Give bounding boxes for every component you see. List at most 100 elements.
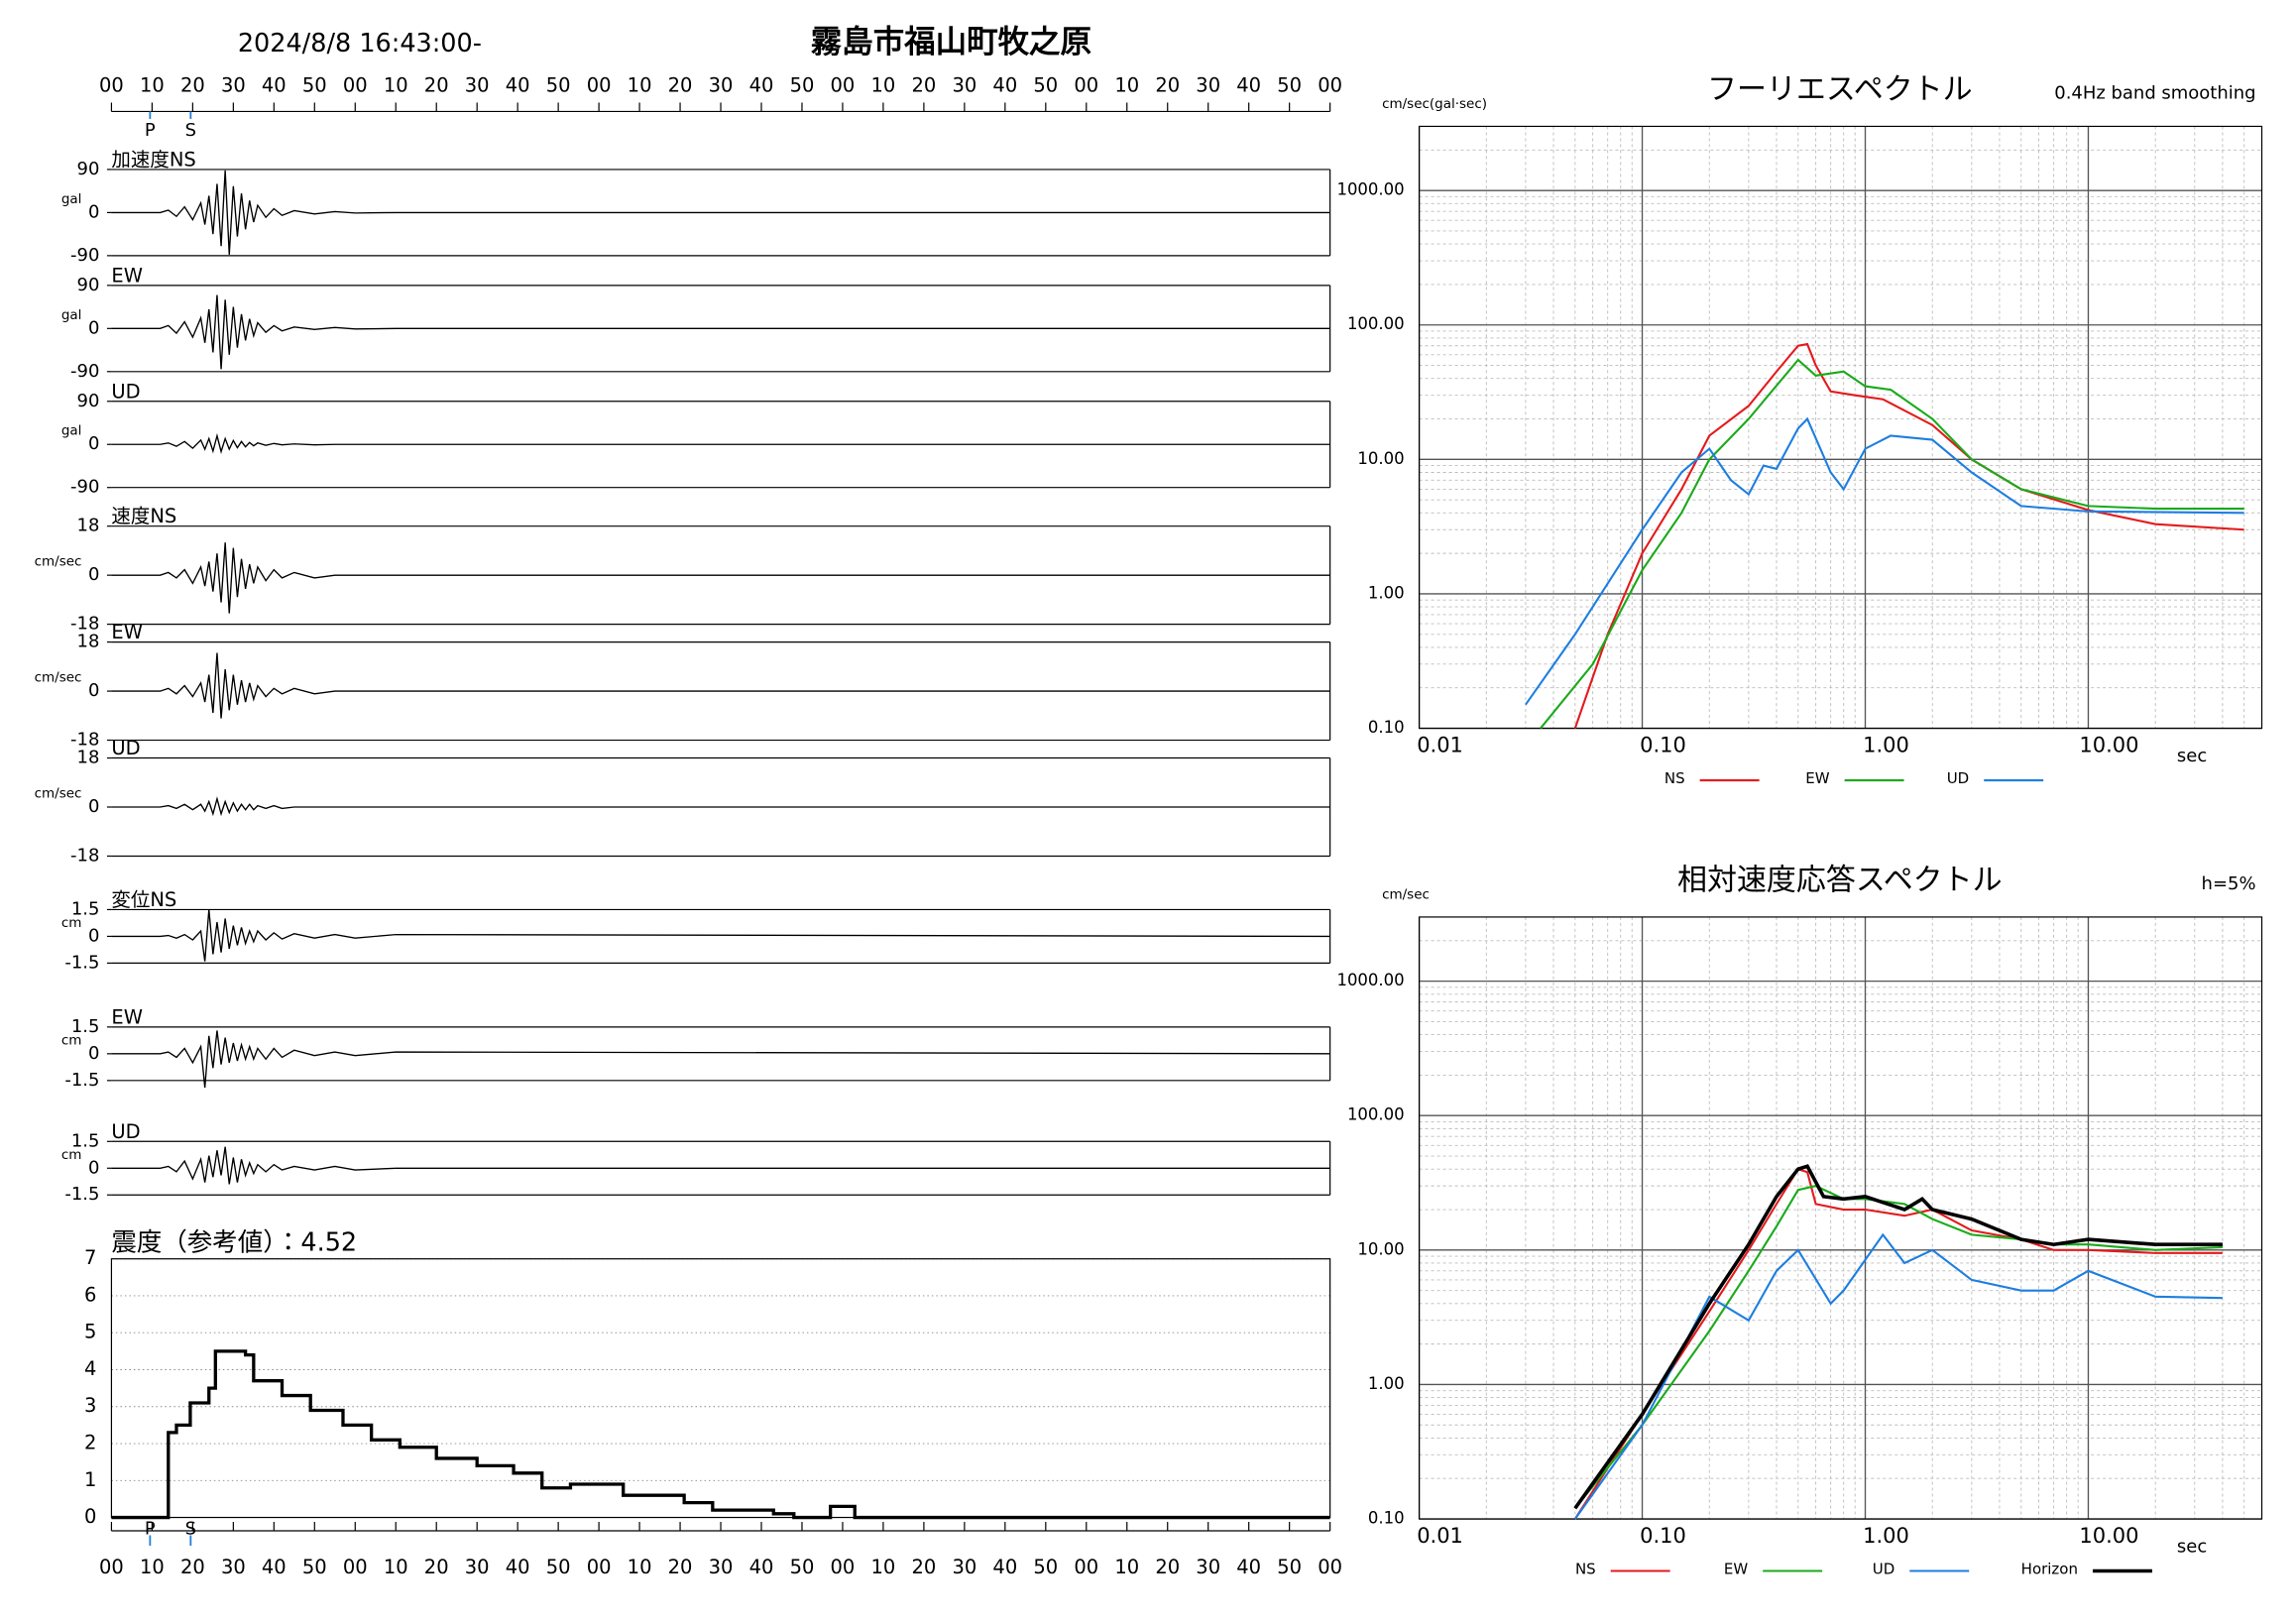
time-tick-label: 20	[912, 1556, 937, 1578]
y-tick-label: 90	[77, 275, 100, 295]
time-tick-label: 40	[1236, 73, 1261, 96]
y-tick-label: -18	[70, 730, 99, 751]
intensity-title: 震度（参考値）：4.52	[111, 1228, 357, 1258]
time-tick-label: 40	[262, 1556, 287, 1578]
waveform-trace	[111, 1146, 1330, 1185]
time-tick-label: 40	[749, 73, 774, 96]
time-tick-label: 00	[343, 1556, 368, 1578]
panel-unit: cm/sec	[35, 554, 82, 570]
y-tick-label: 3	[84, 1394, 96, 1417]
waveform-trace	[111, 432, 1330, 454]
y-tick-label: 18	[77, 632, 100, 652]
time-tick-label: 20	[180, 73, 205, 96]
time-tick-label: 10	[140, 73, 165, 96]
y-tick-label: -1.5	[64, 1184, 99, 1205]
panel-name: UD	[111, 737, 140, 759]
y-tick-label: 0	[88, 317, 99, 338]
y-tick-label: 1.5	[71, 1016, 100, 1037]
time-tick-label: 00	[1074, 1556, 1098, 1578]
y-tick-label: 18	[77, 516, 100, 536]
panel-unit: cm	[61, 915, 82, 931]
x-tick-label: 10.00	[2079, 734, 2138, 757]
y-tick-label: -18	[70, 845, 99, 866]
y-tick-label: 90	[77, 159, 100, 179]
time-tick-label: 50	[790, 73, 815, 96]
y-tick-label: 2	[84, 1432, 96, 1454]
y-tick-label: 0.10	[1368, 718, 1405, 737]
y-tick-label: 7	[84, 1246, 96, 1269]
y-tick-label: -1.5	[64, 952, 99, 973]
spectrum-line	[1525, 416, 2244, 706]
time-tick-label: 50	[1033, 73, 1058, 96]
panel-unit: gal	[61, 307, 82, 323]
y-tick-label: 0	[88, 680, 99, 701]
time-tick-label: 10	[628, 73, 652, 96]
y-tick-label: 1.5	[71, 898, 100, 919]
panel-name: EW	[111, 264, 143, 287]
y-tick-label: 5	[84, 1321, 96, 1343]
waveform-trace	[111, 796, 1330, 817]
plot-frame	[110, 1258, 1331, 1519]
phase-label: P	[145, 1519, 156, 1540]
time-tick-label: 50	[546, 73, 571, 96]
y-tick-label: 1000.00	[1336, 971, 1404, 989]
panel-name: 速度NS	[111, 505, 176, 527]
y-tick-label: 0.10	[1368, 1509, 1405, 1528]
x-tick-label: 0.01	[1417, 734, 1463, 757]
time-tick-label: 40	[749, 1556, 774, 1578]
spectrum-line	[1540, 358, 2244, 730]
panel-unit: gal	[61, 191, 82, 207]
time-tick-label: 40	[506, 1556, 530, 1578]
panel-name: EW	[111, 1005, 143, 1028]
panel-unit: gal	[61, 423, 82, 439]
time-tick-label: 20	[668, 1556, 693, 1578]
y-tick-label: 6	[84, 1283, 96, 1306]
y-tick-label: 1	[84, 1468, 96, 1491]
panel-name: 変位NS	[111, 888, 176, 911]
legend-label: EW	[1724, 1561, 1748, 1578]
time-tick-label: 50	[790, 1556, 815, 1578]
time-tick-label: 50	[546, 1556, 571, 1578]
panel-unit: cm	[61, 1032, 82, 1048]
chart-title: フーリエスペクトル	[1707, 72, 1973, 107]
x-tick-label: 0.01	[1417, 1524, 1463, 1548]
plot-frame	[1418, 916, 2263, 1520]
time-tick-label: 30	[465, 73, 490, 96]
y-tick-label: 0	[88, 1043, 99, 1064]
y-tick-label: 1.00	[1368, 583, 1405, 602]
y-tick-label: 1.00	[1368, 1374, 1405, 1393]
legend-label: EW	[1805, 769, 1829, 787]
time-tick-label: 30	[1196, 73, 1220, 96]
time-tick-label: 30	[221, 1556, 246, 1578]
plot-frame	[1418, 125, 2263, 730]
panel-name: 加速度NS	[111, 148, 195, 171]
panel-name: UD	[111, 380, 140, 403]
y-tick-label: -90	[70, 361, 99, 382]
time-tick-label: 00	[1074, 73, 1098, 96]
time-tick-label: 30	[952, 1556, 976, 1578]
station-name: 霧島市福山町牧之原	[811, 25, 1091, 60]
time-tick-label: 20	[424, 1556, 449, 1578]
y-tick-label: 18	[77, 748, 100, 768]
time-tick-label: 30	[709, 1556, 734, 1578]
y-tick-label: 0	[88, 433, 99, 454]
y-tick-label: 4	[84, 1357, 96, 1380]
y-tick-label: -90	[70, 245, 99, 266]
y-tick-label: 100.00	[1347, 1105, 1405, 1124]
time-tick-label: 10	[1114, 73, 1139, 96]
legend-label: UD	[1873, 1561, 1895, 1578]
time-tick-label: 40	[506, 73, 530, 96]
spectrum-line	[1573, 1164, 2223, 1510]
y-tick-label: -90	[70, 477, 99, 498]
time-tick-label: 50	[302, 1556, 327, 1578]
time-tick-label: 10	[140, 1556, 165, 1578]
y-tick-label: 0	[88, 564, 99, 585]
y-tick-label: 0	[88, 1157, 99, 1178]
x-axis-label: sec	[2177, 746, 2207, 766]
panel-name: EW	[111, 621, 143, 643]
spectrum-line	[1573, 1167, 2223, 1520]
annotation: h=5%	[2202, 873, 2256, 894]
time-tick-label: 00	[99, 73, 124, 96]
time-tick-label: 50	[1277, 73, 1302, 96]
